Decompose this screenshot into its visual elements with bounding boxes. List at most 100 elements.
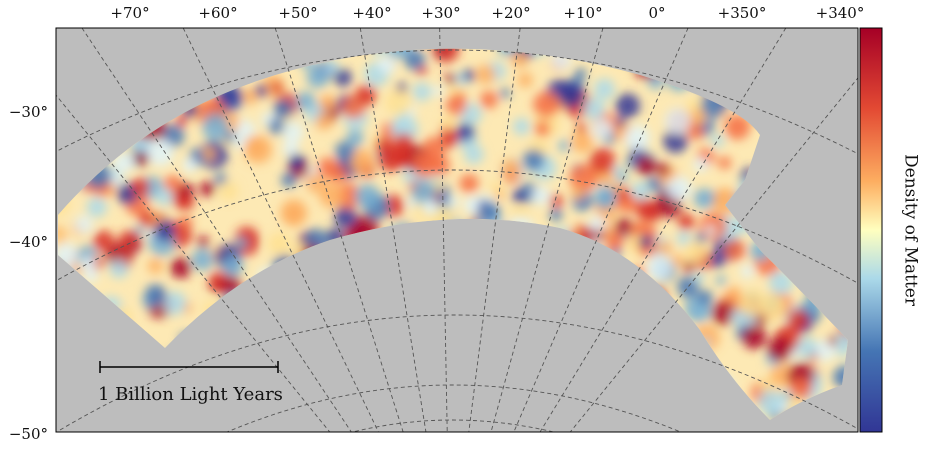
density-blob — [444, 73, 457, 85]
density-blob — [693, 157, 709, 173]
density-blob — [549, 194, 563, 208]
density-blob — [715, 275, 726, 286]
density-blob — [412, 151, 439, 178]
density-blob — [448, 195, 460, 207]
density-blob — [412, 82, 432, 102]
density-blob — [221, 255, 244, 277]
density-blob — [74, 215, 93, 235]
density-blob — [726, 286, 742, 301]
density-blob — [615, 116, 626, 127]
density-blob — [676, 231, 691, 246]
density-blob — [534, 120, 551, 137]
density-blob — [697, 289, 713, 306]
density-blob — [355, 84, 377, 106]
density-blob — [480, 90, 498, 109]
density-blob — [178, 182, 194, 198]
ra-line — [539, 28, 787, 432]
colorbar — [859, 27, 883, 433]
density-blob — [306, 65, 329, 89]
density-blob — [179, 215, 193, 229]
density-blob — [684, 240, 708, 264]
density-blob — [109, 259, 129, 279]
density-blob — [396, 82, 407, 93]
density-blob — [589, 147, 616, 174]
density-blob — [463, 196, 480, 213]
density-blob — [615, 93, 640, 119]
dec-line — [59, 314, 858, 431]
ra-line — [513, 28, 689, 432]
ra-label: +350° — [718, 4, 767, 22]
density-blob — [631, 181, 650, 200]
density-blob — [711, 301, 736, 326]
density-blob — [244, 135, 266, 157]
density-blob — [575, 122, 587, 134]
density-blob — [490, 181, 502, 193]
density-blob — [118, 230, 142, 254]
density-blob — [288, 153, 305, 170]
density-blob — [432, 48, 460, 63]
density-blob — [432, 85, 443, 97]
dec-label: −30° — [9, 103, 48, 121]
density-blob — [146, 139, 174, 167]
density-blob — [145, 284, 167, 305]
density-blob — [687, 122, 704, 140]
density-blob — [677, 275, 700, 299]
density-blob — [110, 174, 123, 187]
density-blob — [499, 88, 511, 99]
density-blob — [740, 264, 754, 279]
density-blob — [513, 118, 531, 136]
density-blob — [131, 177, 150, 197]
density-blob — [635, 197, 658, 221]
density-blob — [512, 189, 527, 204]
density-blob — [533, 91, 560, 118]
density-blob — [646, 254, 673, 281]
density-blob — [757, 389, 784, 415]
density-blob — [404, 49, 426, 71]
density-blob — [323, 59, 339, 76]
dec-label: −50° — [9, 425, 48, 443]
density-blob — [334, 68, 352, 87]
density-blob — [705, 225, 716, 236]
density-blob — [716, 188, 730, 202]
density-blob — [593, 78, 615, 100]
density-blob — [445, 94, 467, 116]
density-blob — [787, 309, 809, 331]
density-blob — [614, 217, 633, 236]
density-blob — [549, 208, 563, 222]
density-blob — [594, 187, 617, 210]
density-blob — [459, 174, 479, 194]
density-blob — [835, 331, 848, 351]
density-blob — [422, 199, 438, 216]
density-blob — [282, 204, 305, 227]
density-blob — [571, 186, 586, 201]
ra-line — [182, 28, 379, 432]
density-blob — [769, 363, 794, 388]
plot-frame — [55, 27, 859, 433]
density-blob — [80, 256, 97, 272]
density-blob — [282, 140, 299, 157]
density-blob — [255, 84, 268, 98]
density-blob — [583, 97, 606, 120]
ra-line — [274, 28, 404, 432]
density-blob — [636, 155, 657, 176]
density-blob — [724, 114, 751, 140]
density-blob — [385, 89, 413, 116]
density-blob — [58, 233, 61, 245]
ra-label: 0° — [648, 4, 665, 22]
density-blob — [718, 156, 732, 170]
density-blob — [319, 94, 336, 111]
scale-bar-label: 1 Billion Light Years — [98, 384, 283, 405]
density-blob — [163, 175, 182, 194]
density-blob — [282, 121, 304, 143]
density-blob — [657, 241, 672, 256]
density-blob — [147, 258, 164, 274]
density-blob — [153, 220, 175, 242]
graticule — [56, 28, 858, 432]
density-blob — [214, 173, 227, 186]
density-blob — [380, 57, 397, 74]
density-blob — [639, 234, 653, 248]
density-blob — [796, 337, 818, 359]
density-blob — [455, 123, 475, 142]
density-blob — [690, 109, 706, 125]
